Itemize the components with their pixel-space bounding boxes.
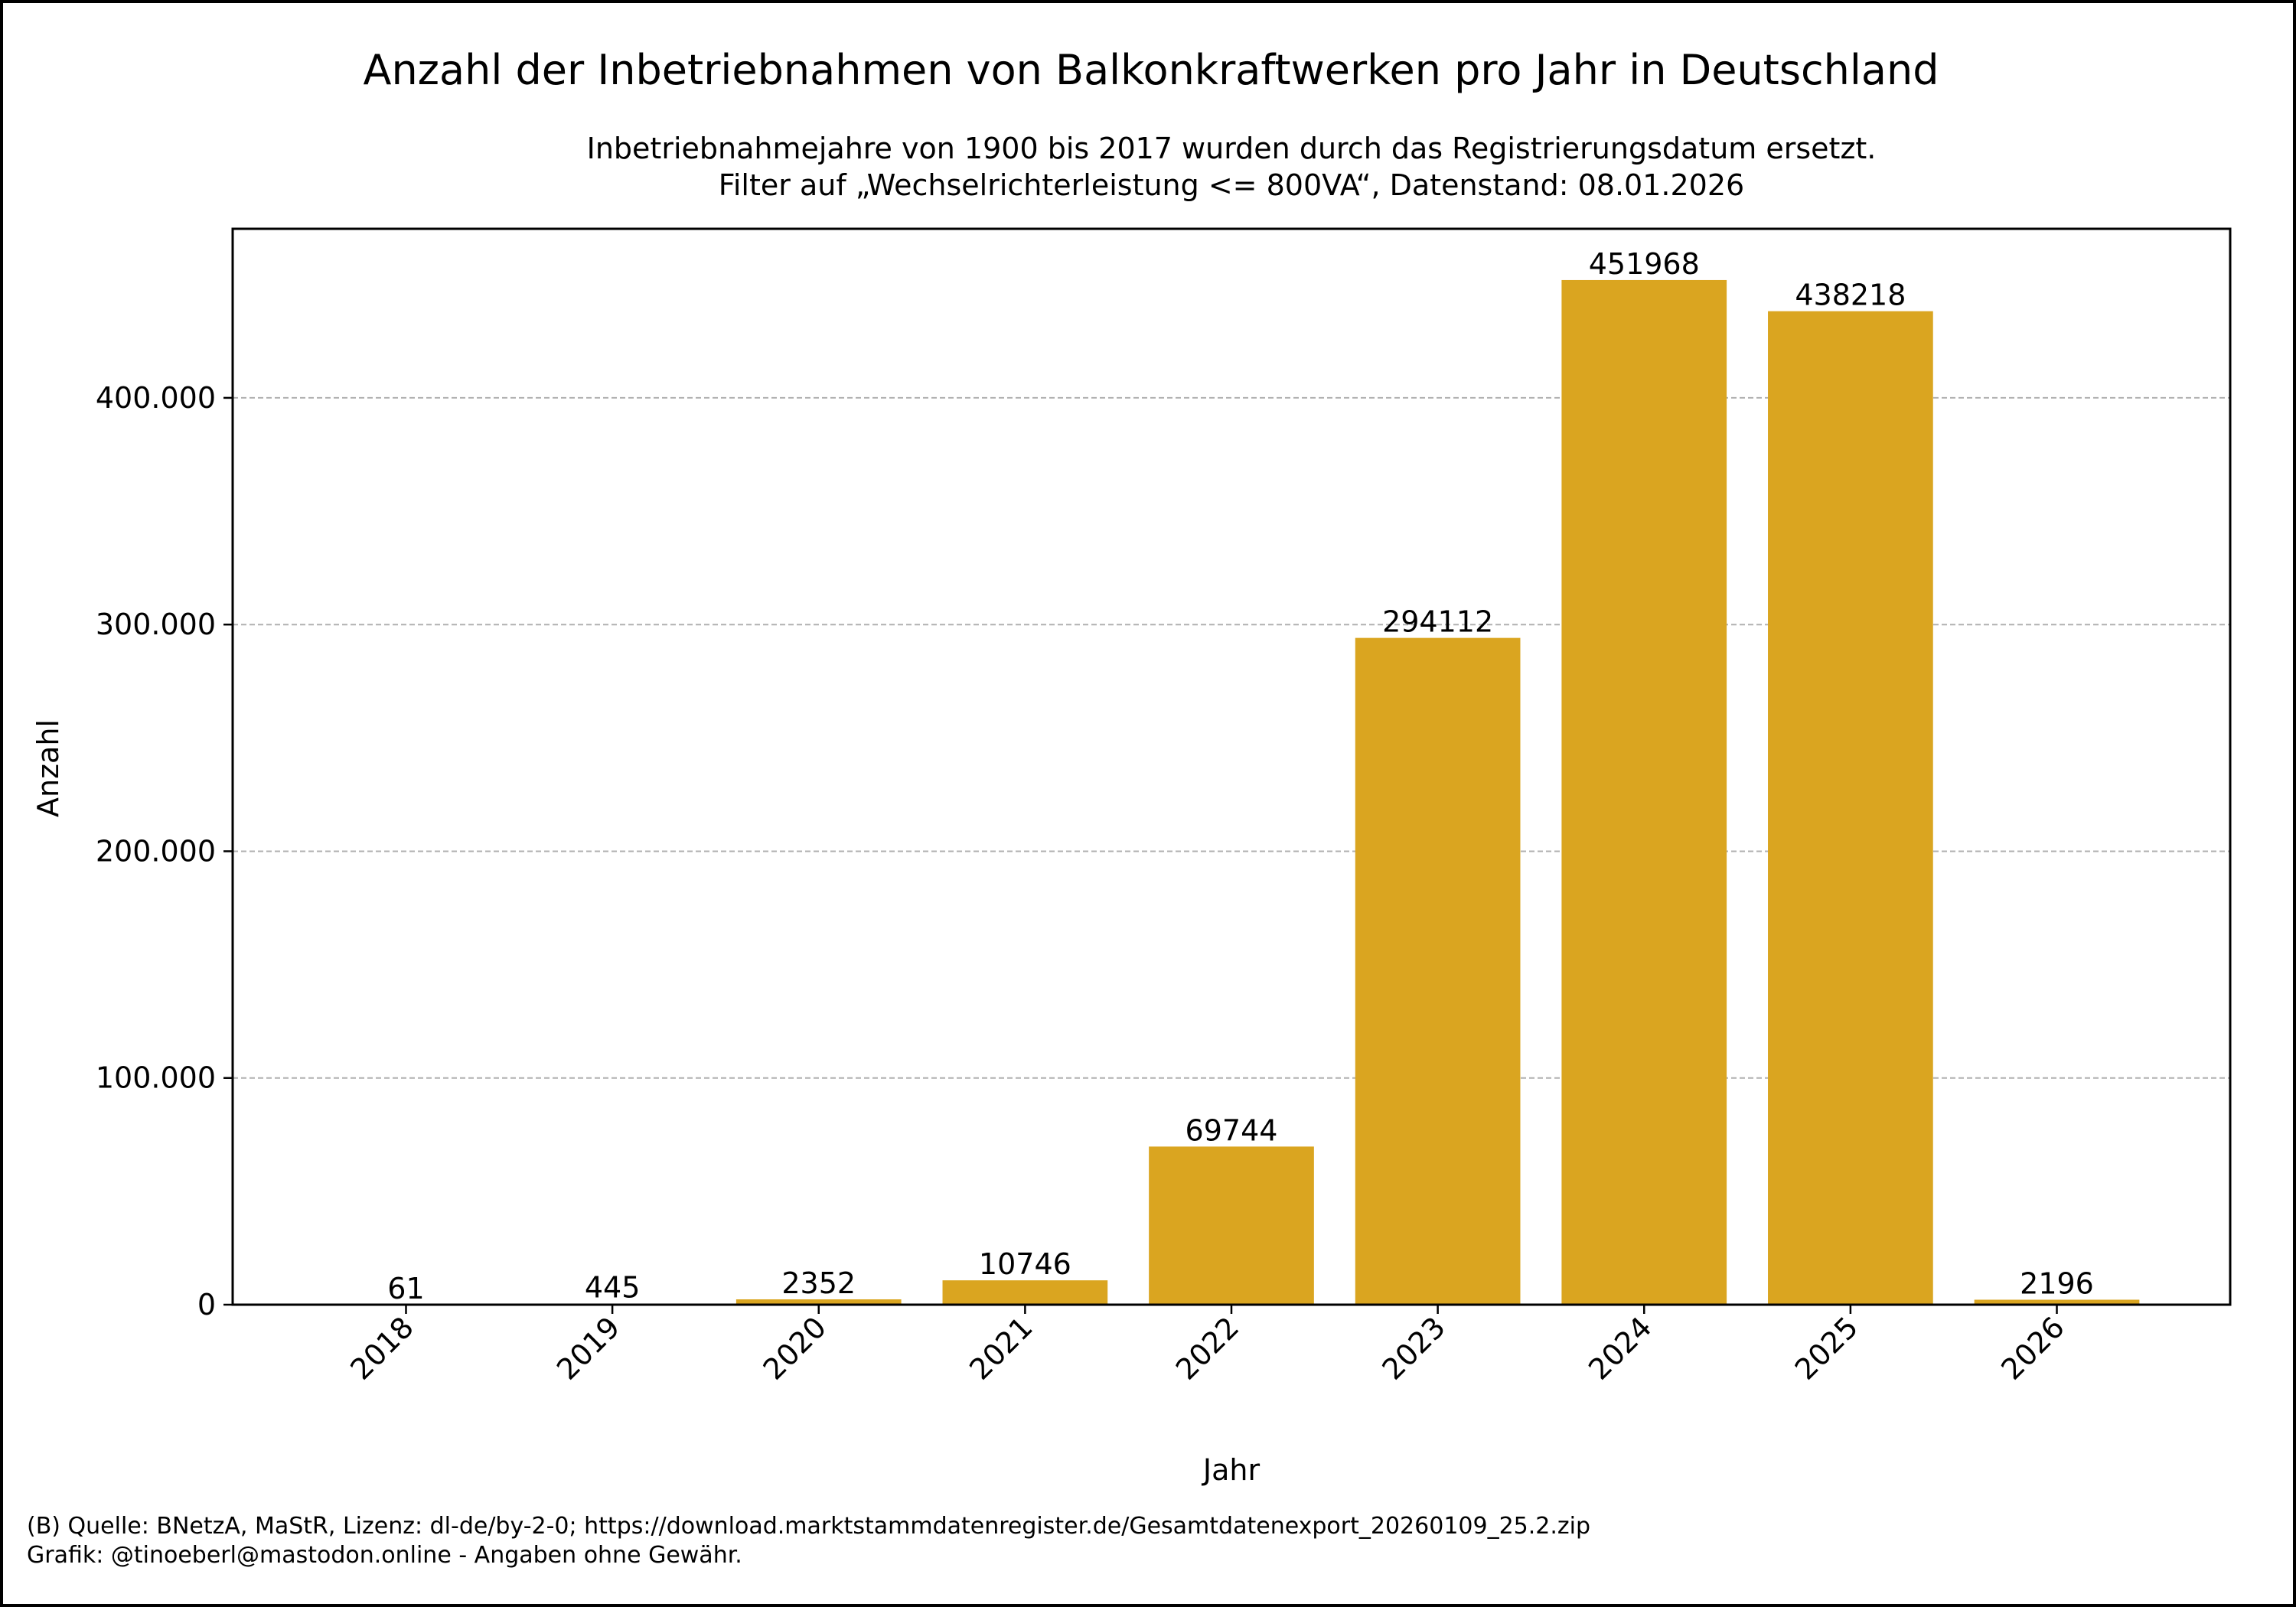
x-tick-label-2022: 2022 [1169, 1310, 1246, 1387]
x-tick-label-2020: 2020 [757, 1310, 833, 1387]
y-tick-label: 400.000 [96, 381, 216, 415]
data-label-2024: 451968 [1589, 247, 1700, 281]
data-label-2019: 445 [585, 1271, 641, 1305]
x-axis-label: Jahr [1202, 1453, 1261, 1487]
y-tick-label: 0 [197, 1288, 216, 1322]
chart-subtitle-line-1: Inbetriebnahmejahre von 1900 bis 2017 wu… [587, 132, 1877, 165]
data-label-2022: 69744 [1186, 1113, 1278, 1147]
data-label-2026: 2196 [2020, 1266, 2094, 1300]
data-label-2023: 294112 [1382, 605, 1493, 639]
x-tick-label-2019: 2019 [550, 1310, 627, 1387]
x-tick-label-2018: 2018 [344, 1310, 420, 1387]
y-tick-label: 300.000 [96, 608, 216, 641]
data-label-2020: 2352 [781, 1266, 856, 1300]
y-tick-label: 100.000 [96, 1061, 216, 1095]
data-label-2025: 438218 [1795, 279, 1906, 312]
x-tick-label-2024: 2024 [1582, 1310, 1658, 1387]
bar-2023 [1355, 638, 1521, 1305]
data-label-2021: 10746 [979, 1247, 1071, 1281]
footer-source: (B) Quelle: BNetzA, MaStR, Lizenz: dl-de… [27, 1513, 1590, 1540]
footer-credit: Grafik: @tinoeberl@mastodon.online - Ang… [27, 1542, 742, 1569]
x-tick-label-2025: 2025 [1789, 1310, 1865, 1387]
chart-title: Anzahl der Inbetriebnahmen von Balkonkra… [364, 46, 1939, 94]
bar-chart: Anzahl der Inbetriebnahmen von Balkonkra… [3, 3, 2296, 1610]
bar-2022 [1149, 1146, 1314, 1305]
x-tick-label-2021: 2021 [963, 1310, 1039, 1387]
y-axis-label: Anzahl [31, 719, 65, 817]
x-tick-label-2026: 2026 [1994, 1310, 2071, 1387]
chart-subtitle-line-2: Filter auf „Wechselrichterleistung <= 80… [719, 168, 1744, 202]
data-label-2018: 61 [387, 1272, 424, 1305]
bar-2024 [1561, 280, 1727, 1305]
y-tick-label: 200.000 [96, 834, 216, 868]
bar-2025 [1768, 311, 1933, 1305]
x-tick-label-2023: 2023 [1375, 1310, 1452, 1387]
bar-2021 [943, 1280, 1108, 1305]
